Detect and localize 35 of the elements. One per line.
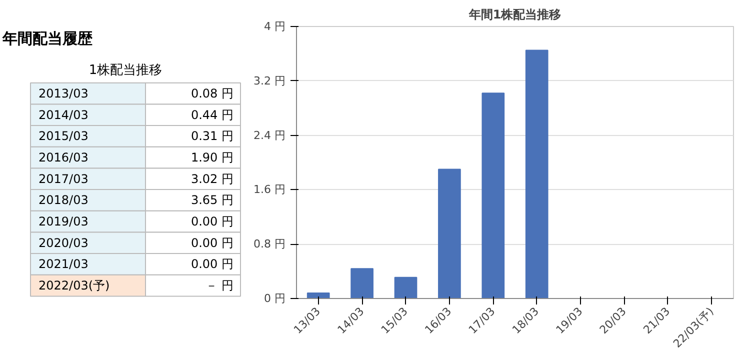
y-tick-label: 3.2 円	[254, 74, 286, 88]
y-tick-label: 0.8 円	[254, 238, 286, 251]
text: 2015/03	[38, 129, 88, 144]
text: 0.00 円	[190, 257, 234, 272]
text: 0.00 円	[190, 214, 234, 229]
bar	[525, 50, 548, 298]
text: － 円	[206, 278, 234, 293]
y-tick-label: 1.6 円	[254, 183, 286, 196]
text: 2017/03	[38, 172, 88, 186]
text: 0.31 円	[190, 129, 234, 144]
bar	[306, 292, 330, 298]
text: 2022/03(予)	[38, 278, 110, 293]
text: 0.08 円	[190, 86, 234, 101]
text: 2013/03	[38, 86, 88, 101]
bar	[350, 268, 374, 298]
text: 2016/03	[38, 150, 88, 165]
text: 1株配当推移	[88, 63, 162, 78]
text: 2020/03	[38, 236, 88, 250]
text: 1.90 円	[190, 150, 234, 165]
text: 3.65 円	[190, 193, 234, 208]
y-tick-label: 2.4 円	[254, 128, 286, 142]
y-tick-label: 0 円	[264, 292, 286, 305]
text: 0.44 円	[190, 108, 234, 122]
bar	[438, 168, 461, 298]
text: 2019/03	[38, 214, 88, 229]
bar	[394, 276, 418, 298]
bar	[482, 92, 505, 298]
text: 2014/03	[38, 108, 88, 122]
text: 年間配当履歴	[2, 30, 94, 48]
y-tick-label: 4 円	[264, 20, 286, 33]
text: 3.02 円	[190, 172, 234, 186]
text: 2018/03	[38, 193, 88, 208]
chart-title: 年間1株配当推移	[468, 8, 562, 22]
text: 0.00 円	[190, 236, 234, 250]
text: 2021/03	[38, 257, 88, 272]
